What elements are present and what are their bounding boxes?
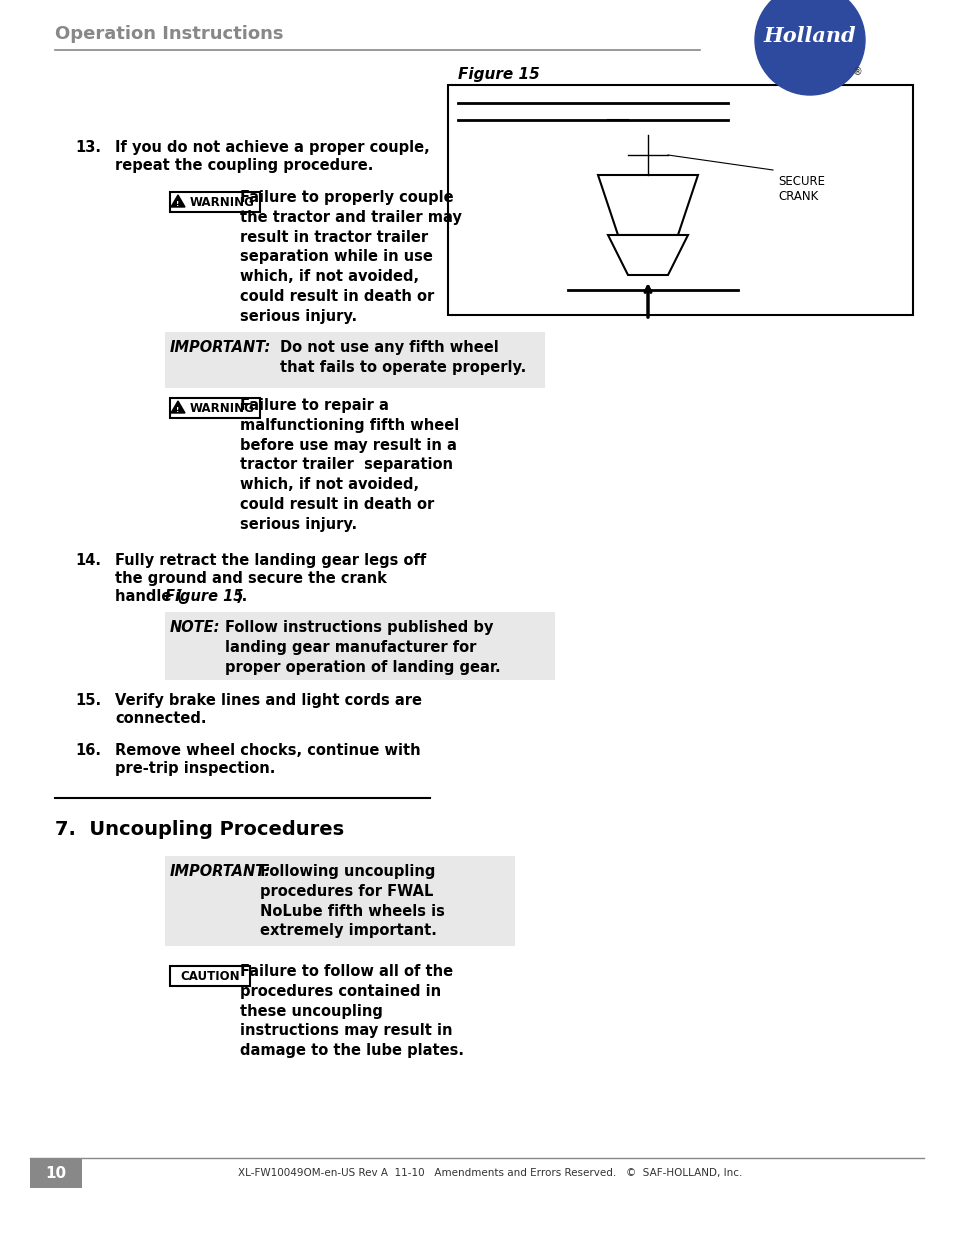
Text: WARNING: WARNING [190, 195, 254, 209]
Text: If you do not achieve a proper couple,: If you do not achieve a proper couple, [115, 140, 429, 156]
Text: Operation Instructions: Operation Instructions [55, 25, 283, 43]
Text: Failure to follow all of the
procedures contained in
these uncoupling
instructio: Failure to follow all of the procedures … [240, 965, 463, 1058]
Text: connected.: connected. [115, 711, 206, 726]
FancyBboxPatch shape [165, 856, 515, 946]
FancyBboxPatch shape [165, 332, 544, 388]
Text: Verify brake lines and light cords are: Verify brake lines and light cords are [115, 693, 421, 708]
Polygon shape [171, 195, 185, 207]
Text: 14.: 14. [75, 553, 101, 568]
Text: 13.: 13. [75, 140, 101, 156]
Text: Holland: Holland [763, 26, 856, 46]
Text: Figure 15: Figure 15 [457, 67, 539, 82]
Text: Failure to properly couple
the tractor and trailer may
result in tractor trailer: Failure to properly couple the tractor a… [240, 190, 461, 324]
Text: 10: 10 [46, 1166, 67, 1181]
Text: Follow instructions published by
landing gear manufacturer for
proper operation : Follow instructions published by landing… [225, 620, 500, 674]
Text: ).: ). [235, 589, 248, 604]
FancyBboxPatch shape [165, 613, 555, 680]
Polygon shape [171, 401, 185, 412]
Text: XL-FW10049OM-en-US Rev A  11-10   Amendments and Errors Reserved.   ©  SAF-HOLLA: XL-FW10049OM-en-US Rev A 11-10 Amendment… [237, 1168, 741, 1178]
Circle shape [754, 0, 864, 95]
Polygon shape [598, 175, 698, 235]
Text: pre-trip inspection.: pre-trip inspection. [115, 761, 275, 776]
Text: !: ! [176, 201, 179, 207]
FancyBboxPatch shape [170, 966, 250, 986]
Text: CAUTION: CAUTION [180, 969, 239, 983]
Text: Fully retract the landing gear legs off: Fully retract the landing gear legs off [115, 553, 426, 568]
Text: !: ! [176, 408, 179, 412]
Text: 15.: 15. [75, 693, 101, 708]
FancyBboxPatch shape [448, 85, 912, 315]
Circle shape [641, 149, 654, 161]
FancyBboxPatch shape [170, 398, 260, 417]
Circle shape [627, 135, 667, 175]
Text: 7.  Uncoupling Procedures: 7. Uncoupling Procedures [55, 820, 344, 839]
Polygon shape [607, 235, 687, 275]
Text: the ground and secure the crank: the ground and secure the crank [115, 571, 387, 585]
Text: Do not use any fifth wheel
that fails to operate properly.: Do not use any fifth wheel that fails to… [280, 340, 526, 374]
Text: handle (: handle ( [115, 589, 183, 604]
Text: 16.: 16. [75, 743, 101, 758]
Text: Failure to repair a
malfunctioning fifth wheel
before use may result in a
tracto: Failure to repair a malfunctioning fifth… [240, 398, 458, 532]
Text: IMPORTANT:: IMPORTANT: [170, 340, 271, 354]
FancyBboxPatch shape [30, 1158, 82, 1188]
Text: SECURE
CRANK: SECURE CRANK [778, 175, 824, 203]
Text: WARNING: WARNING [190, 401, 254, 415]
Text: repeat the coupling procedure.: repeat the coupling procedure. [115, 158, 373, 173]
Text: NOTE:: NOTE: [170, 620, 220, 635]
Text: ®: ® [852, 67, 862, 77]
Text: IMPORTANT:: IMPORTANT: [170, 864, 271, 879]
Text: Remove wheel chocks, continue with: Remove wheel chocks, continue with [115, 743, 420, 758]
Text: Figure 15: Figure 15 [165, 589, 243, 604]
Text: SAF-HOLLAND Group: SAF-HOLLAND Group [743, 107, 875, 121]
FancyBboxPatch shape [170, 191, 260, 212]
Text: Following uncoupling
procedures for FWAL
NoLube fifth wheels is
extremely import: Following uncoupling procedures for FWAL… [260, 864, 444, 939]
